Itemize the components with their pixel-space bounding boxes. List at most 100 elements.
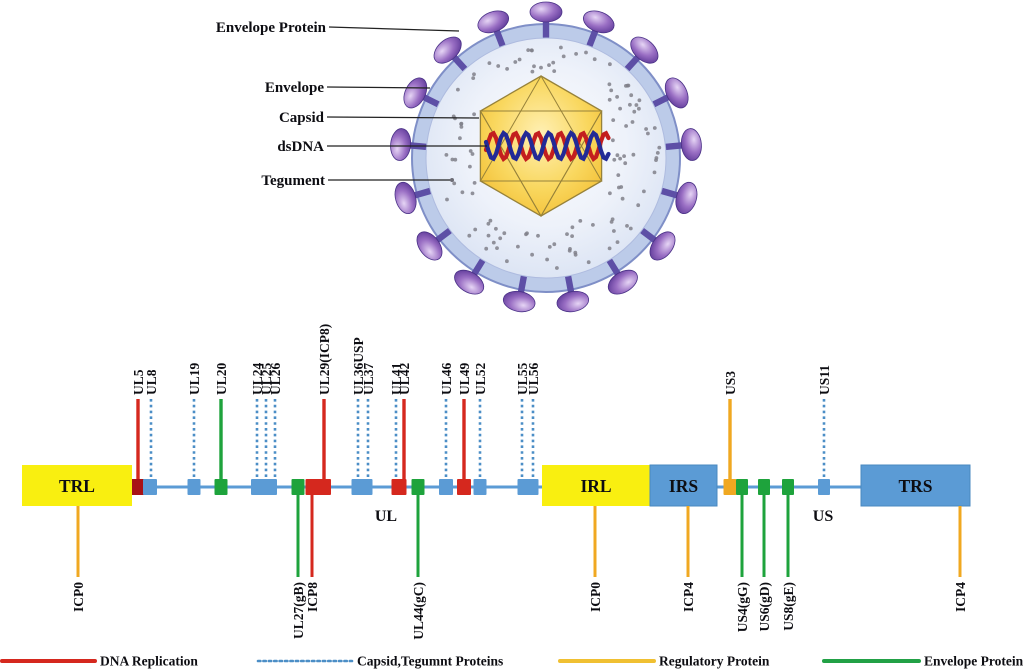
tegument-dot bbox=[567, 248, 572, 253]
tegument-dot bbox=[608, 191, 612, 196]
tegument-dot bbox=[486, 233, 491, 238]
gene-marker bbox=[391, 479, 407, 495]
gene-us11-label: US11 bbox=[817, 365, 832, 395]
tegument-dot bbox=[624, 84, 628, 88]
region-trl-label: TRL bbox=[59, 476, 95, 496]
tegument-dot bbox=[615, 95, 619, 99]
tegument-dot bbox=[657, 145, 662, 150]
callout-line-envelope bbox=[326, 86, 431, 89]
gene-marker bbox=[517, 479, 539, 495]
tegument-dot bbox=[517, 57, 522, 62]
tegument-dot bbox=[552, 69, 557, 73]
tegument-dot bbox=[456, 87, 460, 92]
gene-marker bbox=[187, 479, 201, 495]
tegument-dot bbox=[488, 218, 493, 223]
tegument-dot bbox=[459, 121, 464, 126]
gene-ul5-label: UL5 bbox=[131, 369, 146, 395]
spike-head bbox=[394, 181, 417, 214]
region-irl-box bbox=[542, 465, 650, 506]
tegument-dot bbox=[609, 88, 614, 93]
spike-head bbox=[403, 77, 428, 109]
callout-label-capsid: Capsid bbox=[279, 110, 325, 126]
tegument-dot bbox=[586, 260, 591, 265]
gene-us8-ge--label: US8(gE) bbox=[781, 582, 796, 631]
tegument-dot bbox=[628, 102, 632, 107]
zone-label-us: US bbox=[813, 508, 834, 525]
tegument-dot bbox=[555, 266, 559, 270]
capsid-facet-lines bbox=[479, 110, 603, 218]
tegument-dot bbox=[458, 136, 462, 141]
tegument-dot bbox=[574, 52, 578, 56]
tegument-dot bbox=[642, 189, 646, 194]
legend-regulatory-protein-label: Regulatory Protein bbox=[659, 654, 770, 669]
tegument-dot bbox=[611, 118, 616, 122]
tegument-dot bbox=[468, 164, 472, 169]
tegument-dot bbox=[505, 259, 509, 264]
region-trs-label: TRS bbox=[898, 476, 932, 496]
tegument-dot bbox=[486, 221, 491, 226]
legend: DNA Replication Capsid,Tegumnt Proteins Re… bbox=[0, 654, 1024, 669]
region-trl-box bbox=[22, 465, 132, 506]
tegument-dot bbox=[612, 229, 616, 233]
gene-icp4-label: ICP4 bbox=[953, 582, 968, 612]
gene-us6-gd--label: US6(gD) bbox=[757, 582, 772, 632]
gene-marker bbox=[758, 479, 770, 495]
tegument-dot bbox=[634, 103, 639, 107]
tegument-dot bbox=[536, 233, 540, 238]
region-trs-box bbox=[860, 464, 971, 507]
tegument-dot bbox=[637, 106, 641, 111]
tegument-dot bbox=[607, 82, 612, 87]
gene-ul26-label: UL26 bbox=[268, 362, 283, 395]
gene-icp4-label: ICP4 bbox=[681, 582, 696, 612]
tegument-dot bbox=[529, 48, 534, 53]
tegument-dot bbox=[610, 217, 615, 222]
tegument-dot bbox=[616, 173, 621, 178]
tegument-dot bbox=[636, 203, 641, 208]
envelope-protein-spikes bbox=[390, 1, 702, 313]
gene-ul55-label: UL55 bbox=[515, 362, 530, 395]
tegument-dot bbox=[592, 57, 597, 62]
spike bbox=[556, 274, 590, 313]
tegument-dot bbox=[615, 153, 620, 158]
tegument-dot bbox=[629, 93, 634, 98]
gene-ul41-label: UL41 bbox=[389, 362, 404, 395]
callout-target-dot bbox=[450, 178, 454, 182]
tegument-dot bbox=[591, 223, 595, 227]
capsid-facet-lines bbox=[479, 74, 603, 182]
tegument-dot bbox=[450, 157, 455, 162]
tegument-dot bbox=[487, 61, 492, 65]
legend-dna-replication-label: DNA Replication bbox=[100, 654, 198, 669]
gene-marker bbox=[305, 479, 319, 495]
gene-ul27-gb--label: UL27(gB) bbox=[291, 582, 306, 639]
legend-capsid-tegumnt-proteins-label: Capsid,Tegumnt Proteins bbox=[357, 654, 503, 669]
tegument-dot bbox=[498, 236, 503, 241]
tegument-dot bbox=[496, 64, 501, 68]
tegument-dot bbox=[467, 233, 472, 238]
tegument-dot bbox=[608, 62, 612, 67]
spike-head bbox=[416, 231, 443, 261]
gene-marker bbox=[251, 479, 277, 495]
gene-marker bbox=[214, 479, 228, 495]
gene-marker bbox=[317, 479, 331, 495]
tegument-dot bbox=[625, 224, 629, 228]
gene-ul46-label: UL46 bbox=[439, 362, 454, 395]
gene-marker bbox=[736, 479, 748, 495]
gene-ul29-icp8--label: UL29(ICP8) bbox=[317, 324, 332, 395]
tegument-dot bbox=[472, 112, 476, 117]
gene-marker bbox=[723, 479, 737, 495]
tegument-dot bbox=[646, 131, 650, 136]
spike bbox=[664, 128, 702, 161]
tegument-dot bbox=[547, 245, 552, 249]
gene-ul44-gc--label: UL44(gC) bbox=[411, 582, 426, 640]
tegument-dot bbox=[502, 231, 507, 236]
spike bbox=[639, 227, 676, 261]
gene-marker bbox=[782, 479, 794, 495]
gene-marker bbox=[439, 479, 453, 495]
tegument-dot bbox=[526, 48, 531, 52]
spike bbox=[529, 1, 563, 39]
spike-head bbox=[680, 128, 702, 161]
tegument-dot bbox=[530, 252, 534, 257]
spike bbox=[502, 274, 536, 313]
tegument-dot bbox=[611, 138, 615, 143]
